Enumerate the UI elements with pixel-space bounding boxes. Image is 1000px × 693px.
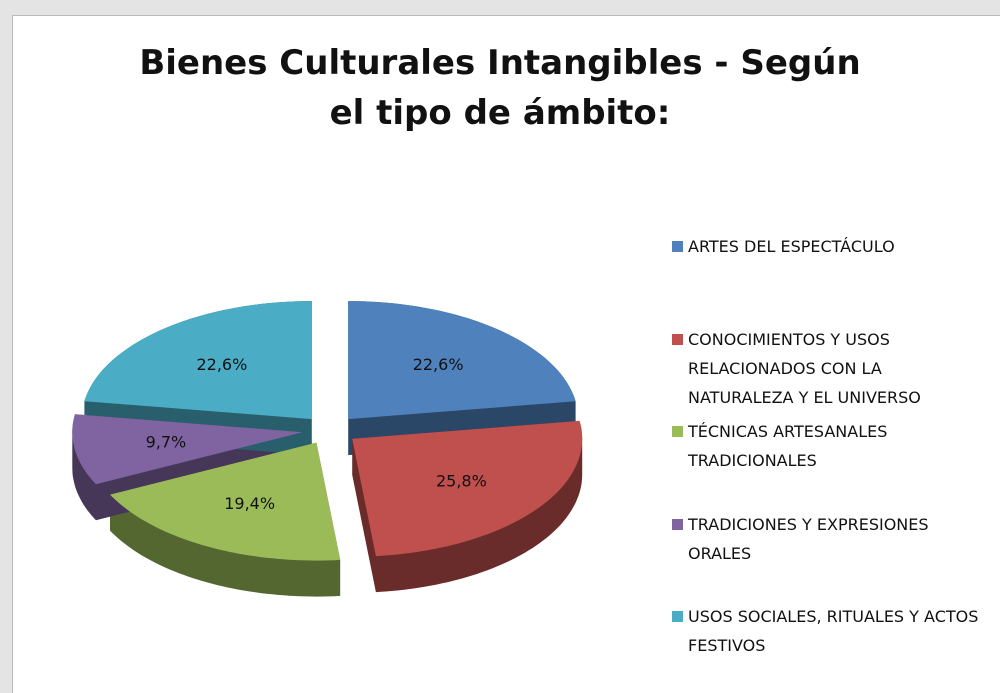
data-label: 19,4% [224, 494, 275, 513]
legend-swatch [672, 426, 683, 437]
legend-label: TRADICIONES Y EXPRESIONES ORALES [688, 515, 929, 563]
legend-item: TRADICIONES Y EXPRESIONES ORALES [672, 510, 987, 568]
legend-item: USOS SOCIALES, RITUALES Y ACTOS FESTIVOS [672, 602, 987, 660]
slice [84, 301, 312, 420]
data-label: 9,7% [146, 432, 187, 451]
legend-label: CONOCIMIENTOS Y USOS RELACIONADOS CON LA… [688, 330, 921, 407]
legend-label: ARTES DEL ESPECTÁCULO [688, 237, 895, 256]
legend-label: TÉCNICAS ARTESANALES TRADICIONALES [688, 422, 888, 470]
legend-item: ARTES DEL ESPECTÁCULO [672, 232, 987, 261]
legend-swatch [672, 241, 683, 252]
data-label: 22,6% [196, 355, 247, 374]
slice [352, 420, 583, 557]
slice [72, 414, 303, 485]
chart-title: Bienes Culturales Intangibles - Según el… [139, 43, 861, 133]
data-label: 25,8% [436, 472, 487, 491]
legend-item: TÉCNICAS ARTESANALES TRADICIONALES [672, 417, 987, 475]
slice [348, 301, 576, 420]
legend-item: CONOCIMIENTOS Y USOS RELACIONADOS CON LA… [672, 325, 987, 412]
legend-label: USOS SOCIALES, RITUALES Y ACTOS FESTIVOS [688, 607, 979, 655]
legend-swatch [672, 519, 683, 530]
data-label: 22,6% [413, 355, 464, 374]
legend-swatch [672, 611, 683, 622]
slice [110, 442, 341, 561]
legend-swatch [672, 334, 683, 345]
